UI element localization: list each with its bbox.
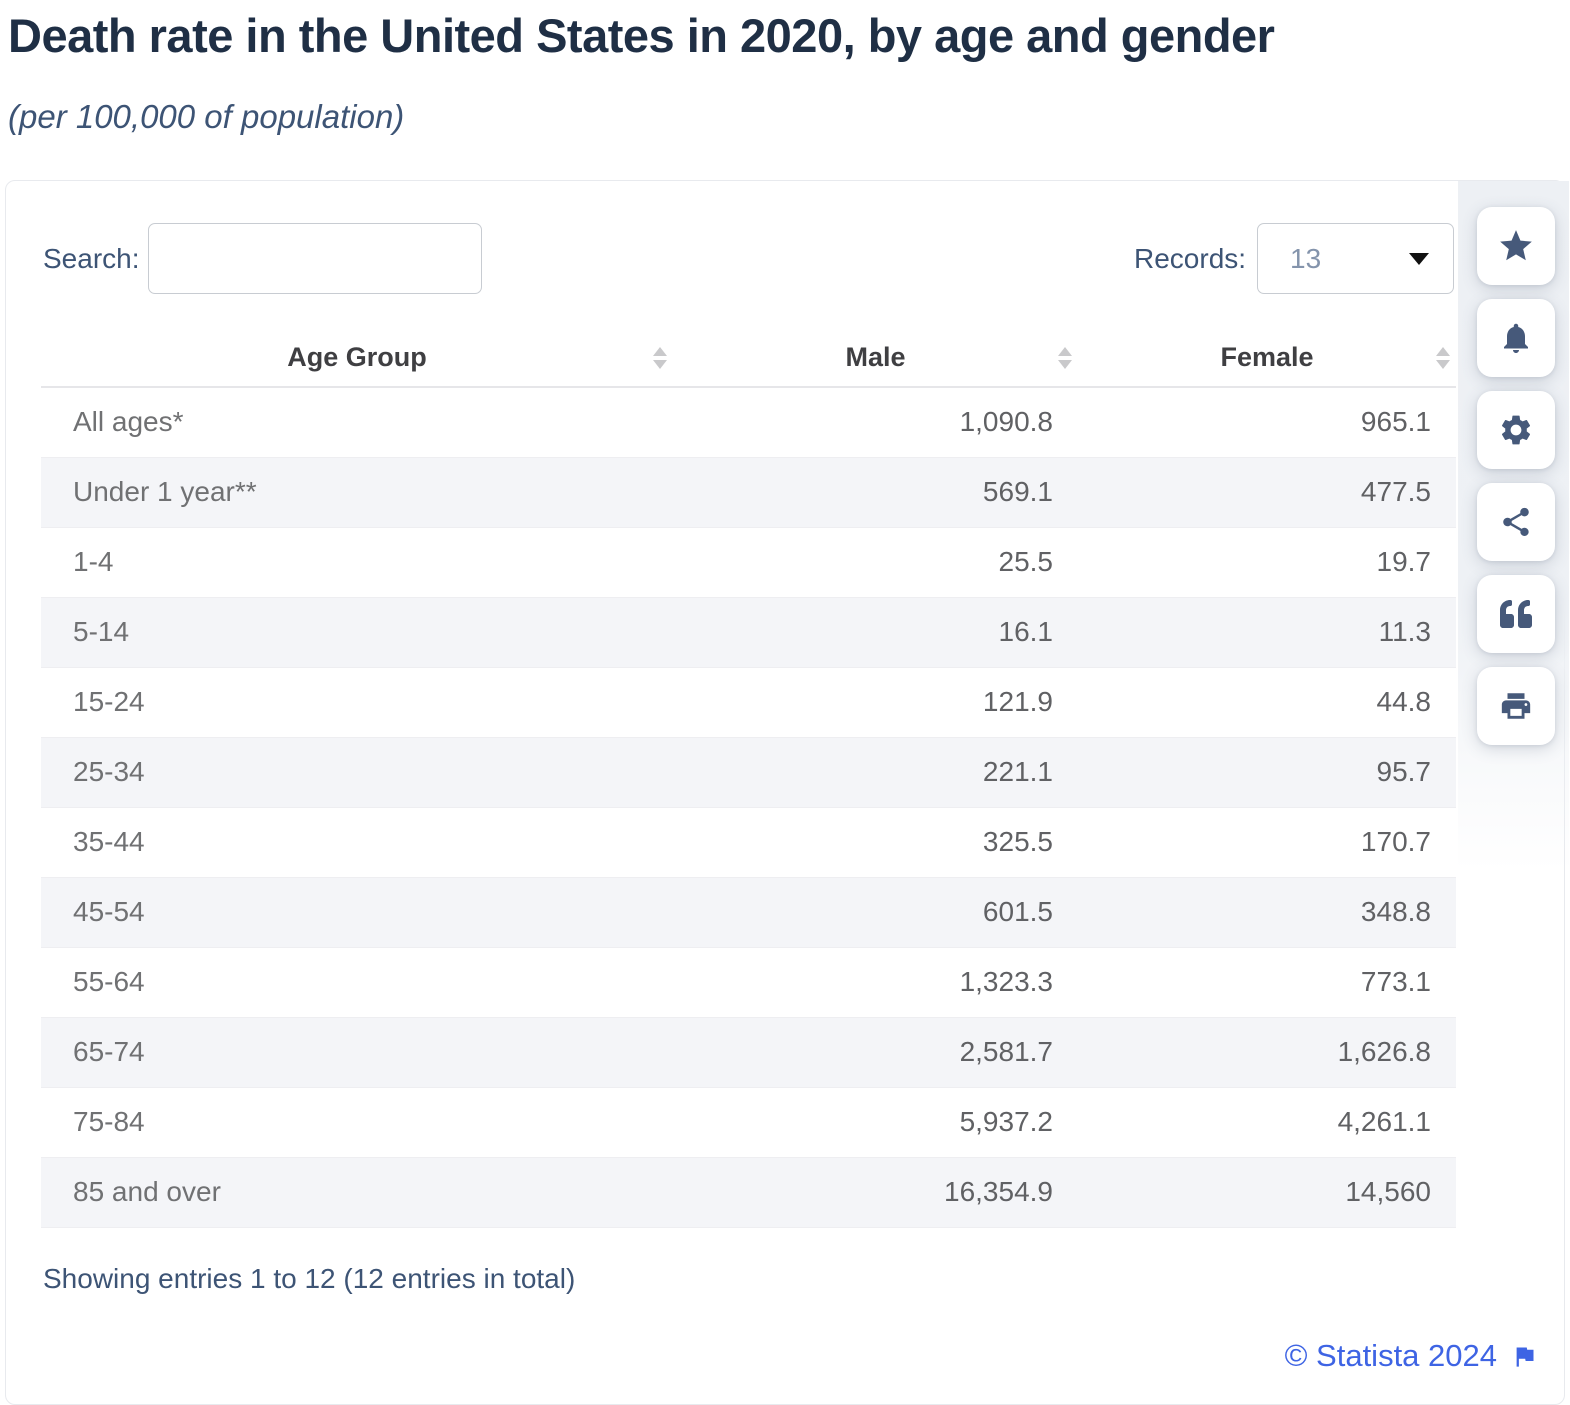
table-row: 75-84 5,937.2 4,261.1 xyxy=(41,1087,1456,1158)
table-widget-card: Search: Records: 13 Age Group Male Femal… xyxy=(5,180,1565,1405)
action-button-column xyxy=(1477,207,1555,745)
age-group-cell: 1-4 xyxy=(41,527,673,598)
male-value-cell: 16,354.9 xyxy=(673,1157,1078,1228)
showing-entries-text: Showing entries 1 to 12 (12 entries in t… xyxy=(43,1263,576,1294)
print-button[interactable] xyxy=(1477,667,1555,745)
star-icon xyxy=(1497,227,1535,265)
male-value-cell: 325.5 xyxy=(673,807,1078,878)
column-header-male[interactable]: Male xyxy=(673,329,1078,388)
female-value-cell: 348.8 xyxy=(1078,877,1456,948)
age-group-cell: 85 and over xyxy=(41,1157,673,1228)
male-value-cell: 601.5 xyxy=(673,877,1078,948)
male-value-cell: 5,937.2 xyxy=(673,1087,1078,1158)
share-icon xyxy=(1499,505,1533,539)
female-value-cell: 965.1 xyxy=(1078,387,1456,458)
cite-button[interactable] xyxy=(1477,575,1555,653)
age-group-cell: All ages* xyxy=(41,387,673,458)
table-row: 1-4 25.5 19.7 xyxy=(41,527,1456,598)
table-row: Under 1 year** 569.1 477.5 xyxy=(41,457,1456,528)
table-row: 5-14 16.1 11.3 xyxy=(41,597,1456,668)
sort-icon[interactable] xyxy=(1058,346,1072,369)
page-title: Death rate in the United States in 2020,… xyxy=(8,9,1275,62)
notifications-button[interactable] xyxy=(1477,299,1555,377)
female-value-cell: 44.8 xyxy=(1078,667,1456,738)
age-group-cell: Under 1 year** xyxy=(41,457,673,528)
age-group-cell: 45-54 xyxy=(41,877,673,948)
age-group-cell: 25-34 xyxy=(41,737,673,808)
age-group-cell: 35-44 xyxy=(41,807,673,878)
age-group-cell: 5-14 xyxy=(41,597,673,668)
table-row: 25-34 221.1 95.7 xyxy=(41,737,1456,808)
page-subtitle: (per 100,000 of population) xyxy=(8,98,405,135)
age-group-cell: 65-74 xyxy=(41,1017,673,1088)
records-label: Records: xyxy=(1134,243,1247,274)
table-row: 45-54 601.5 348.8 xyxy=(41,877,1456,948)
search-input[interactable] xyxy=(148,223,482,294)
search-label: Search: xyxy=(43,243,140,274)
female-value-cell: 19.7 xyxy=(1078,527,1456,598)
table-row: 85 and over 16,354.9 14,560 xyxy=(41,1157,1456,1228)
female-value-cell: 1,626.8 xyxy=(1078,1017,1456,1088)
sort-icon[interactable] xyxy=(653,346,667,369)
gear-icon xyxy=(1498,412,1534,448)
male-value-cell: 16.1 xyxy=(673,597,1078,668)
column-header-age-group[interactable]: Age Group xyxy=(41,329,673,388)
female-value-cell: 773.1 xyxy=(1078,947,1456,1018)
male-value-cell: 121.9 xyxy=(673,667,1078,738)
table-body: All ages* 1,090.8 965.1 Under 1 year** 569.1… xyxy=(41,387,1456,1228)
table-header-row: Age Group Male Female xyxy=(41,329,1456,388)
credit-text: © Statista 2024 xyxy=(1284,1338,1497,1373)
male-value-cell: 221.1 xyxy=(673,737,1078,808)
records-dropdown[interactable]: 13 xyxy=(1257,223,1454,294)
male-value-cell: 2,581.7 xyxy=(673,1017,1078,1088)
age-group-cell: 15-24 xyxy=(41,667,673,738)
sort-icon[interactable] xyxy=(1436,346,1450,369)
flag-icon xyxy=(1516,1347,1534,1367)
printer-icon xyxy=(1499,689,1533,723)
female-value-cell: 14,560 xyxy=(1078,1157,1456,1228)
female-value-cell: 170.7 xyxy=(1078,807,1456,878)
female-value-cell: 11.3 xyxy=(1078,597,1456,668)
data-table: Age Group Male Female All ages* 1,090.8 96… xyxy=(41,329,1456,1228)
age-group-cell: 55-64 xyxy=(41,947,673,1018)
column-header-female[interactable]: Female xyxy=(1078,329,1456,388)
table-row: 35-44 325.5 170.7 xyxy=(41,807,1456,878)
female-value-cell: 4,261.1 xyxy=(1078,1087,1456,1158)
female-value-cell: 95.7 xyxy=(1078,737,1456,808)
male-value-cell: 1,090.8 xyxy=(673,387,1078,458)
statista-credit-link[interactable]: © Statista 2024 xyxy=(1285,1338,1538,1374)
settings-button[interactable] xyxy=(1477,391,1555,469)
male-value-cell: 569.1 xyxy=(673,457,1078,528)
table-row: 55-64 1,323.3 773.1 xyxy=(41,947,1456,1018)
age-group-cell: 75-84 xyxy=(41,1087,673,1158)
share-button[interactable] xyxy=(1477,483,1555,561)
chevron-down-icon xyxy=(1409,253,1429,265)
quote-icon xyxy=(1500,598,1532,630)
female-value-cell: 477.5 xyxy=(1078,457,1456,528)
favorite-button[interactable] xyxy=(1477,207,1555,285)
records-value: 13 xyxy=(1290,243,1322,274)
table-row: 15-24 121.9 44.8 xyxy=(41,667,1456,738)
table-row: 65-74 2,581.7 1,626.8 xyxy=(41,1017,1456,1088)
male-value-cell: 1,323.3 xyxy=(673,947,1078,1018)
male-value-cell: 25.5 xyxy=(673,527,1078,598)
table-row: All ages* 1,090.8 965.1 xyxy=(41,387,1456,458)
bell-icon xyxy=(1498,320,1534,356)
